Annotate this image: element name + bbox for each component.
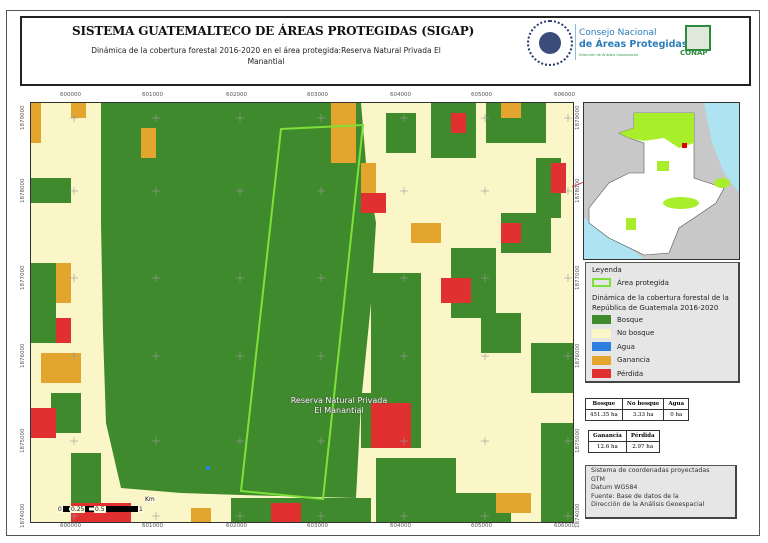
val-bosque: 451.35 ha [585, 409, 623, 421]
legend-swatch [592, 342, 611, 351]
x-tick-bottom: 602000 [226, 523, 247, 529]
scale-label-1: 1 [138, 506, 144, 513]
legend-label: Pérdida [617, 369, 644, 378]
scale-bar: Km 0 0.25 0.5 1 [57, 496, 156, 516]
legend-swatch [592, 355, 611, 365]
x-tick-bottom: 605000 [471, 523, 492, 529]
legend-box: Leyenda Área protegida Dinámica de la co… [585, 262, 740, 383]
val-no-bosque: 3.33 ha [621, 409, 665, 421]
val-perdida: 2.97 ha [625, 441, 660, 453]
x-tick-bottom: 600000 [60, 523, 81, 529]
legend-item: Bosque [592, 315, 643, 324]
seal-emblem-icon [539, 32, 561, 54]
val-ganancia: 12.6 ha [588, 441, 627, 453]
th-perdida: Pérdida [625, 430, 660, 442]
legend-swatch [592, 328, 611, 338]
info-line: Fuente: Base de datos de la [591, 492, 679, 500]
logo-divider [575, 24, 576, 60]
scale-label-025: 0.25 [70, 506, 86, 513]
stats-table-cover: Bosque No bosque Agua 451.35 ha 3.33 ha 0 ha [585, 398, 690, 421]
x-tick-top: 601000 [142, 92, 163, 98]
main-map[interactable]: Reserva Natural Privada El Manantial N [30, 102, 574, 523]
legend-area-label: Área protegida [617, 278, 669, 287]
info-line: Sistema de coordenadas proyectadas [591, 467, 710, 474]
legend-label: Bosque [617, 315, 643, 324]
page-subtitle: Dinámica de la cobertura forestal 2016-2… [91, 46, 441, 66]
x-tick-bottom: 604000 [390, 523, 411, 529]
info-box: Sistema de coordenadas proyectadas GTM D… [585, 465, 737, 519]
scale-unit: Km [144, 496, 156, 503]
conap-badge: CONAP [680, 49, 708, 57]
legend-swatch [592, 369, 611, 378]
th-agua: Agua [663, 398, 690, 410]
outer-frame [6, 10, 760, 536]
x-tick-top: 600000 [60, 92, 81, 98]
header-box [20, 16, 751, 86]
legend-swatch [592, 315, 611, 324]
legend-item-area: Área protegida [592, 278, 669, 287]
conap-name-line2: de Áreas Protegidas [579, 39, 688, 50]
conap-logo-icon [685, 25, 711, 51]
legend-label: No bosque [617, 329, 655, 337]
legend-item: No bosque [592, 328, 655, 338]
page-title: SISTEMA GUATEMALTECO DE ÁREAS PROTEGIDAS… [72, 24, 475, 38]
guatemala-seal-logo [527, 20, 573, 66]
area-swatch [592, 278, 611, 287]
info-line: Dirección de la Análisis Geoespacial [591, 501, 705, 509]
legend-item: Pérdida [592, 369, 643, 378]
x-tick-bottom: 603000 [307, 523, 328, 529]
th-bosque: Bosque [585, 398, 623, 410]
conap-name-line1: Consejo Nacional [579, 28, 657, 38]
location-marker [682, 143, 687, 148]
stats-table-change: Ganancia Pérdida 12.6 ha 2.97 ha [588, 430, 660, 453]
info-line: GTM [591, 475, 605, 483]
th-no-bosque: No bosque [621, 398, 665, 410]
conap-name-line3: Dirección de Análisis Geoespacial [579, 53, 638, 57]
legend-item: Ganancia [592, 355, 650, 365]
agua-patch [206, 466, 210, 470]
x-tick-top: 606000 [554, 92, 575, 98]
legend-label: Agua [617, 342, 635, 351]
legend-item: Agua [592, 342, 635, 351]
legend-description: Dinámica de la cobertura forestal de la … [592, 294, 729, 312]
x-tick-top: 604000 [390, 92, 411, 98]
x-tick-top: 602000 [226, 92, 247, 98]
info-line: Datum WGS84 [591, 484, 638, 492]
locator-inset-map [583, 102, 740, 260]
scale-label-05: 0.5 [94, 506, 106, 513]
grid-crosses [70, 114, 572, 520]
scale-label-0: 0 [57, 506, 63, 513]
protected-area-label: Reserva Natural Privada El Manantial [290, 396, 388, 415]
protected-area-boundary[interactable] [239, 123, 365, 501]
land-cover-map [31, 103, 573, 522]
x-tick-bottom: 606000 [554, 523, 575, 529]
x-tick-top: 605000 [471, 92, 492, 98]
x-tick-top: 603000 [307, 92, 328, 98]
legend-label: Ganancia [617, 356, 650, 364]
legend-title: Leyenda [592, 266, 622, 274]
x-tick-bottom: 601000 [142, 523, 163, 529]
val-agua: 0 ha [663, 409, 690, 421]
ganancia-patches [31, 103, 531, 522]
guatemala-map [584, 103, 739, 259]
th-ganancia: Ganancia [588, 430, 627, 442]
